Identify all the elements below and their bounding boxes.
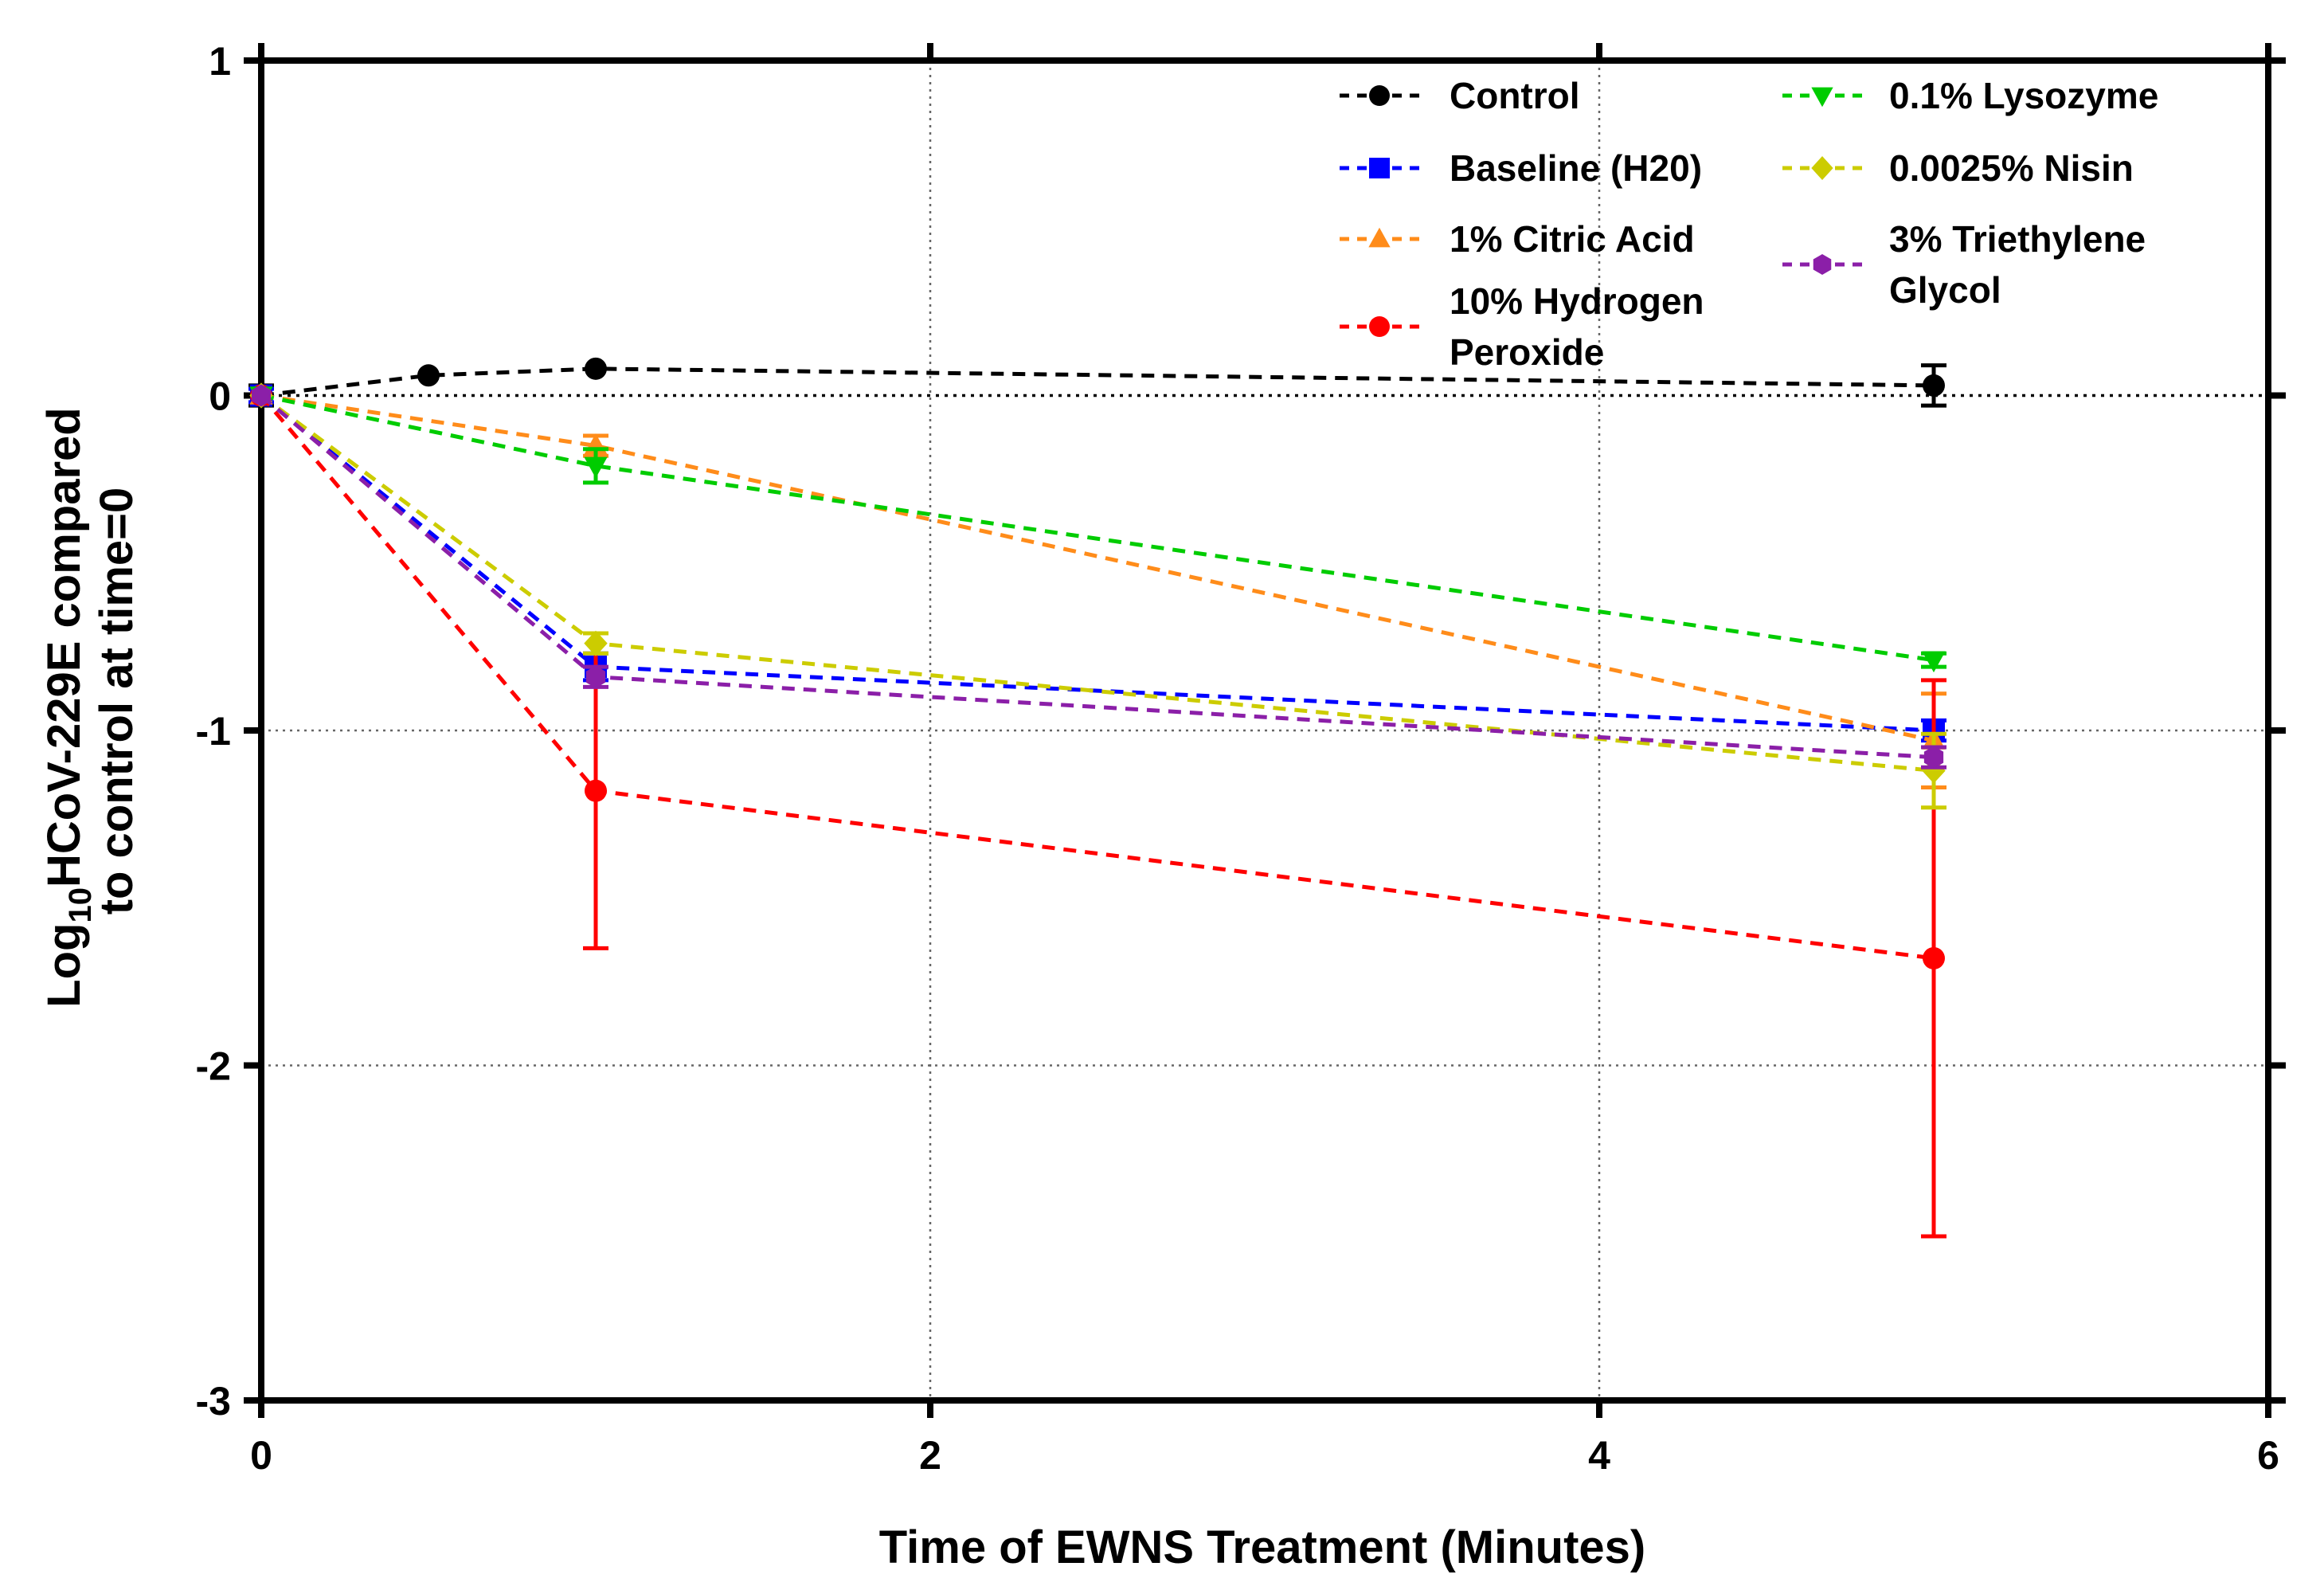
legend-label: 1% Citric Acid	[1450, 218, 1695, 260]
legend-marker	[1369, 158, 1390, 178]
legend-marker	[1811, 156, 1833, 180]
series-control	[248, 357, 1946, 408]
data-point	[585, 665, 606, 688]
legend-marker	[1811, 87, 1833, 108]
series-line	[260, 394, 1935, 743]
legend-item: Baseline (H20)	[1340, 147, 1702, 189]
y-tick-label: -3	[196, 1379, 231, 1424]
legend-label-line: Baseline (H20)	[1450, 147, 1702, 189]
y-axis-title: Log10HCoV-229E compared to control at ti…	[38, 394, 143, 1008]
series-10-hydrogen-peroxide	[250, 384, 1946, 1239]
legend-label-line: 10% Hydrogen	[1450, 280, 1704, 322]
series-layer	[248, 357, 1946, 1239]
y-axis-title-line1: Log10HCoV-229E compared	[38, 407, 98, 1008]
series-1-citric-acid	[249, 383, 1946, 789]
legend-label: 3% Triethylene Glycol	[1889, 218, 2146, 311]
legend: Control Baseline (H20) 1% Citric Acid 10% H…	[1340, 75, 2158, 373]
legend-item: 10% Hydrogen Peroxide	[1340, 280, 1704, 373]
legend-marker	[1368, 227, 1391, 248]
y-tick-label: -1	[196, 709, 231, 754]
legend-label-line: 1% Citric Acid	[1450, 218, 1695, 260]
legend-item: 0.1% Lysozyme	[1782, 75, 2158, 116]
y-axis-title-subscript: 10	[63, 887, 98, 923]
data-point	[585, 779, 607, 802]
series-line	[260, 394, 1935, 760]
y-axis-title-line2: to control at time=0	[91, 488, 143, 915]
legend-label: 0.0025% Nisin	[1889, 147, 2134, 189]
y-tick-label: 0	[209, 374, 231, 419]
x-tick-label: 2	[919, 1433, 941, 1478]
y-tick-label: -2	[196, 1044, 231, 1089]
data-point	[584, 630, 608, 656]
data-point	[1923, 374, 1945, 397]
y-axis-title-prefix: Log	[38, 923, 90, 1008]
y-tick-label: 1	[209, 39, 231, 84]
data-point	[1923, 946, 1945, 969]
grid	[261, 61, 2268, 1400]
series-0-1-lysozyme	[249, 386, 1946, 673]
legend-label: 10% Hydrogen Peroxide	[1450, 280, 1704, 373]
legend-label-line: Control	[1450, 75, 1580, 116]
series-0-0025-nisin	[249, 382, 1946, 810]
axes: 0 2 4 6 1 0 -1 -2 -3	[196, 39, 2286, 1478]
legend-marker	[1369, 85, 1390, 106]
legend-label-line: 3% Triethylene	[1889, 218, 2146, 260]
legend-marker	[1813, 254, 1832, 275]
legend-label: Control	[1450, 75, 1580, 116]
legend-label-line: Glycol	[1889, 269, 2001, 311]
legend-item: 0.0025% Nisin	[1782, 147, 2134, 189]
legend-item: 1% Citric Acid	[1340, 218, 1695, 260]
series-3-triethylene-glycol	[251, 384, 1946, 770]
legend-label-line: 0.1% Lysozyme	[1889, 75, 2158, 116]
data-point	[417, 364, 440, 387]
data-point	[584, 456, 608, 479]
legend-marker	[1369, 316, 1390, 337]
data-point	[1922, 758, 1946, 784]
legend-label-line: 0.0025% Nisin	[1889, 147, 2134, 189]
legend-item: 3% Triethylene Glycol	[1782, 218, 2146, 311]
legend-item: Control	[1340, 75, 1580, 116]
series-baseline-h20-	[248, 384, 1946, 743]
legend-label-line: Peroxide	[1450, 331, 1604, 373]
y-axis-title-suffix: HCoV-229E compared	[38, 407, 90, 887]
data-point	[585, 357, 607, 380]
x-tick-label: 4	[1588, 1433, 1610, 1478]
legend-label: 0.1% Lysozyme	[1889, 75, 2158, 116]
series-line	[260, 394, 1935, 663]
series-line	[260, 366, 1935, 398]
data-point	[1922, 651, 1946, 673]
legend-label: Baseline (H20)	[1450, 147, 1702, 189]
data-point	[1923, 746, 1944, 769]
data-point	[251, 384, 272, 407]
series-line	[260, 394, 1935, 961]
series-line	[260, 394, 1935, 733]
x-tick-label: 0	[250, 1433, 272, 1478]
x-axis-title: Time of EWNS Treatment (Minutes)	[879, 1521, 1645, 1573]
series-line	[260, 394, 1935, 773]
x-tick-label: 6	[2257, 1433, 2279, 1478]
